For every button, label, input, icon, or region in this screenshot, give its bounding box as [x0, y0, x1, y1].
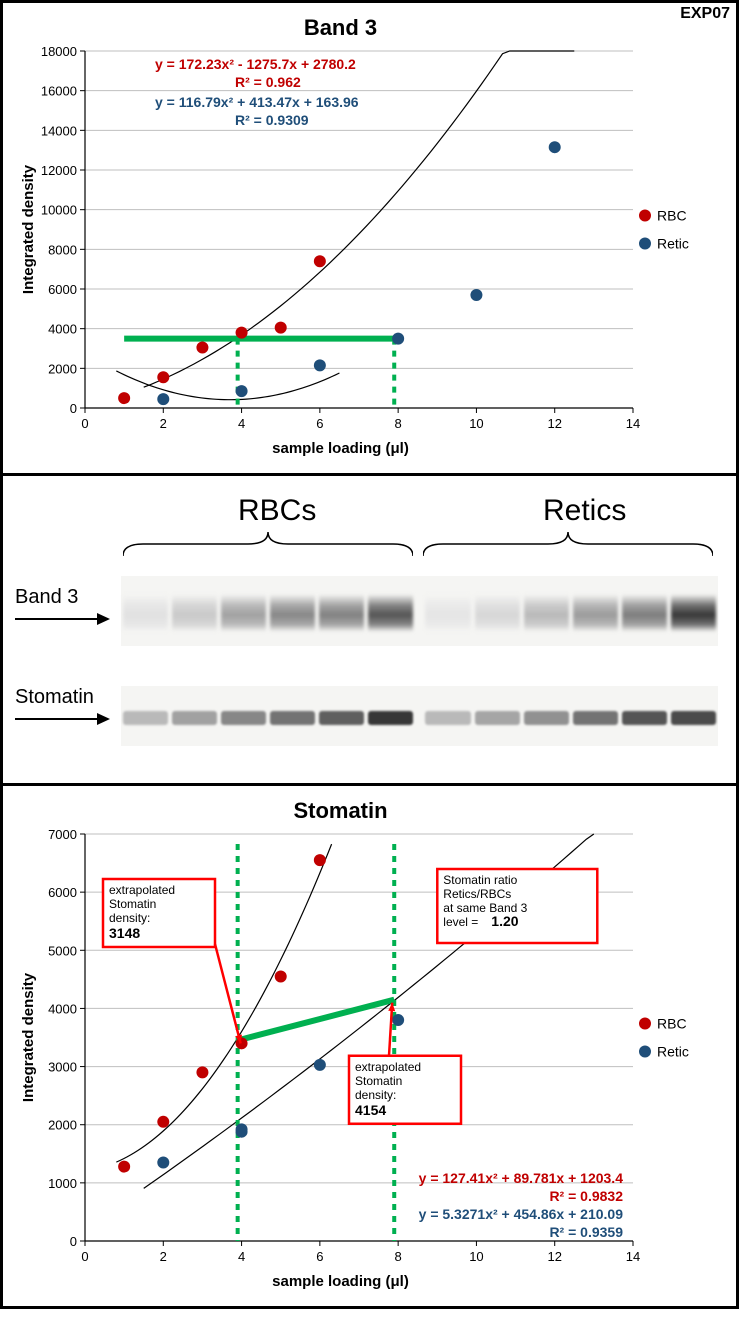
svg-text:14: 14	[626, 1249, 640, 1264]
svg-text:14000: 14000	[41, 123, 77, 138]
svg-text:Retic: Retic	[657, 236, 689, 252]
svg-text:12: 12	[547, 416, 561, 431]
svg-text:2000: 2000	[48, 361, 77, 376]
svg-text:Stomatin: Stomatin	[109, 897, 156, 911]
svg-text:3148: 3148	[109, 925, 140, 941]
figure-container: EXP07 Band 30200040006000800010000120001…	[0, 0, 739, 1309]
svg-text:y = 5.3271x² + 454.86x + 210.0: y = 5.3271x² + 454.86x + 210.09	[419, 1206, 624, 1222]
stomatin-arrow-icon	[15, 711, 110, 731]
svg-text:y = 127.41x² + 89.781x + 1203.: y = 127.41x² + 89.781x + 1203.4	[419, 1170, 624, 1186]
svg-text:y = 116.79x² + 413.47x + 163.9: y = 116.79x² + 413.47x + 163.96	[155, 94, 359, 110]
svg-text:Stomatin: Stomatin	[355, 1074, 402, 1088]
svg-text:Stomatin ratio: Stomatin ratio	[443, 873, 517, 887]
svg-text:Integrated density: Integrated density	[20, 972, 37, 1102]
band3-chart-panel: Band 3 0 2000 4000 6000 8000 10000 12000 14000 16…	[3, 3, 736, 476]
band3-chart: Band 3 0 2000 4000 6000 8000 10000 12000 14000 16…	[13, 13, 728, 463]
svg-text:6: 6	[316, 416, 323, 431]
svg-text:y = 172.23x² - 1275.7x + 2780.: y = 172.23x² - 1275.7x + 2780.2	[155, 56, 356, 72]
svg-text:R² = 0.9359: R² = 0.9359	[549, 1224, 623, 1240]
svg-text:6000: 6000	[48, 282, 77, 297]
band3-arrow-icon	[15, 611, 110, 631]
svg-text:R² = 0.962: R² = 0.962	[235, 74, 301, 90]
rbcs-brace-label: RBCs	[238, 494, 316, 528]
svg-text:Stomatin: Stomatin	[293, 798, 387, 823]
svg-text:sample loading (μl): sample loading (μl)	[272, 1273, 409, 1290]
svg-text:0: 0	[70, 401, 77, 416]
retics-brace-label: Retics	[543, 494, 626, 528]
svg-text:4: 4	[238, 1249, 245, 1264]
svg-text:R² = 0.9832: R² = 0.9832	[549, 1188, 623, 1204]
brace-retics	[423, 532, 713, 562]
svg-text:7000: 7000	[48, 827, 77, 842]
svg-text:8: 8	[395, 416, 402, 431]
svg-text:4000: 4000	[48, 322, 77, 337]
svg-text:R² = 0.9309: R² = 0.9309	[235, 112, 309, 128]
svg-text:12000: 12000	[41, 163, 77, 178]
svg-text:8: 8	[395, 1249, 402, 1264]
svg-text:8000: 8000	[48, 242, 77, 257]
svg-text:1.20: 1.20	[491, 913, 518, 929]
svg-text:0: 0	[81, 1249, 88, 1264]
svg-text:RBC: RBC	[657, 208, 687, 224]
svg-text:extrapolated: extrapolated	[109, 883, 175, 897]
svg-text:14: 14	[626, 416, 640, 431]
svg-text:RBC: RBC	[657, 1016, 687, 1032]
svg-text:6: 6	[316, 1249, 323, 1264]
western-blot-panel: RBCs Retics Band 3 Stomatin	[3, 476, 736, 786]
svg-text:sample loading (μl): sample loading (μl)	[272, 440, 409, 457]
svg-text:0: 0	[70, 1234, 77, 1249]
svg-text:2: 2	[160, 1249, 167, 1264]
stomatin-chart: Stomatin 0 1000 2000 3000 4000 5000 6000 7000 0 2 4…	[13, 796, 728, 1296]
svg-text:Retic: Retic	[657, 1044, 689, 1060]
svg-text:4000: 4000	[48, 1001, 77, 1016]
svg-text:10: 10	[469, 1249, 483, 1264]
stomatin-row-label: Stomatin	[15, 686, 94, 709]
svg-text:density:: density:	[109, 911, 150, 925]
svg-text:10: 10	[469, 416, 483, 431]
svg-text:3000: 3000	[48, 1060, 77, 1075]
svg-text:16000: 16000	[41, 84, 77, 99]
svg-text:18000: 18000	[41, 44, 77, 59]
svg-text:5000: 5000	[48, 943, 77, 958]
stomatin-blot-lanes	[123, 711, 716, 725]
svg-text:2000: 2000	[48, 1118, 77, 1133]
band3-row-label: Band 3	[15, 586, 78, 609]
svg-text:Integrated density: Integrated density	[20, 164, 37, 294]
band3-blot-lanes	[123, 594, 716, 632]
svg-text:Retics/RBCs: Retics/RBCs	[443, 887, 511, 901]
svg-text:12: 12	[547, 1249, 561, 1264]
stomatin-chart-panel: Stomatin 0 1000 2000 3000 4000 5000 6000 7000 0 2 4…	[3, 786, 736, 1306]
brace-rbcs	[123, 532, 413, 562]
svg-text:density:: density:	[355, 1088, 396, 1102]
svg-text:1000: 1000	[48, 1176, 77, 1191]
svg-text:level =: level =	[443, 915, 478, 929]
svg-text:extrapolated: extrapolated	[355, 1060, 421, 1074]
svg-text:2: 2	[160, 416, 167, 431]
svg-text:4154: 4154	[355, 1102, 386, 1118]
svg-text:10000: 10000	[41, 203, 77, 218]
svg-text:4: 4	[238, 416, 245, 431]
svg-text:Band 3: Band 3	[304, 15, 377, 40]
svg-text:0: 0	[81, 416, 88, 431]
svg-text:6000: 6000	[48, 885, 77, 900]
